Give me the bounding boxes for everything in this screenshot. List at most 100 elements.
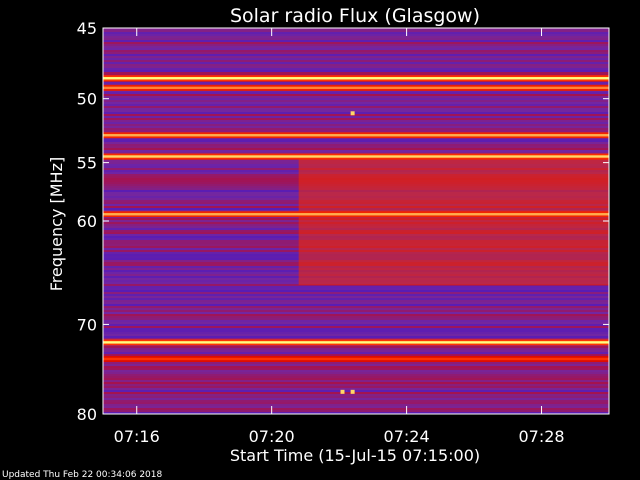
heatmap-row (103, 334, 609, 336)
heatmap-row (103, 304, 609, 306)
plot-area (103, 28, 609, 414)
heatmap-row (103, 32, 609, 34)
heatmap-row (103, 312, 609, 314)
heatmap-row (103, 376, 609, 378)
heatmap-row (103, 402, 609, 404)
heatmap-row (103, 74, 609, 76)
heatmap-row (103, 348, 609, 350)
y-tick-label: 70 (77, 315, 97, 334)
y-tick-label: 55 (77, 154, 97, 173)
heatmap-row (103, 310, 609, 312)
heatmap-row (103, 64, 609, 66)
heatmap-row (103, 332, 609, 334)
heatmap-row (103, 50, 609, 52)
heatmap-row (103, 396, 609, 398)
heatmap-row (103, 106, 609, 108)
heatmap-row (103, 362, 609, 364)
heatmap-row (103, 110, 609, 112)
y-tick-label: 50 (77, 90, 97, 109)
heatmap-row (103, 68, 609, 70)
heatmap-row (103, 372, 609, 374)
y-tick-label: 60 (77, 212, 97, 231)
heatmap-row (103, 322, 609, 324)
burst-point (340, 389, 345, 394)
heatmap-row (103, 352, 609, 354)
elevated-region (298, 156, 609, 285)
heatmap-row (103, 296, 609, 298)
heatmap-row (103, 142, 609, 144)
burst-point (350, 389, 355, 394)
heatmap-row (103, 126, 609, 128)
heatmap-row (103, 40, 609, 42)
heatmap-row (103, 146, 609, 148)
heatmap-row (103, 98, 609, 100)
heatmap-row (103, 58, 609, 60)
heatmap-row (103, 408, 609, 410)
x-tick-label: 07:16 (114, 427, 160, 446)
heatmap-row (103, 370, 609, 372)
heatmap-row (103, 288, 609, 290)
heatmap-row (103, 392, 609, 394)
heatmap-row (103, 286, 609, 288)
frequency-band (103, 77, 609, 80)
heatmap-row (103, 62, 609, 64)
y-axis-label: Frequency [MHz] (47, 157, 66, 291)
heatmap-row (103, 70, 609, 72)
heatmap-row (103, 336, 609, 338)
y-tick-label: 80 (77, 405, 97, 424)
heatmap-row (103, 102, 609, 104)
heatmap-row (103, 90, 609, 92)
heatmap-row (103, 306, 609, 308)
heatmap-row (103, 404, 609, 406)
heatmap-row (103, 284, 609, 286)
heatmap-row (103, 112, 609, 114)
heatmap-row (103, 144, 609, 146)
heatmap-row (103, 294, 609, 296)
x-tick-label: 07:24 (384, 427, 430, 446)
heatmap-row (103, 54, 609, 56)
heatmap-row (103, 60, 609, 62)
frequency-band (103, 357, 609, 361)
burst-point (350, 111, 355, 116)
heatmap-row (103, 388, 609, 390)
heatmap-row (103, 38, 609, 40)
y-tick-label: 45 (77, 19, 97, 38)
chart-title: Solar radio Flux (Glasgow) (230, 5, 480, 27)
heatmap-row (103, 390, 609, 392)
heatmap-row (103, 346, 609, 348)
heatmap-row (103, 150, 609, 152)
heatmap-row (103, 140, 609, 142)
heatmap-row (103, 364, 609, 366)
heatmap-row (103, 82, 609, 84)
heatmap-row (103, 104, 609, 106)
frequency-band (103, 213, 609, 216)
heatmap-row (103, 366, 609, 368)
heatmap-row (103, 350, 609, 352)
heatmap-row (103, 302, 609, 304)
heatmap-row (103, 94, 609, 96)
heatmap-row (103, 148, 609, 150)
footer-updated: Updated Thu Feb 22 00:34:06 2018 (2, 470, 163, 480)
frequency-band (103, 155, 609, 158)
heatmap-row (103, 138, 609, 140)
heatmap-row (103, 378, 609, 380)
heatmap-row (103, 118, 609, 120)
heatmap-row (103, 384, 609, 386)
heatmap-row (103, 326, 609, 328)
heatmap-row (103, 324, 609, 326)
x-axis: 07:16 07:20 07:24 07:28 (114, 28, 565, 446)
heatmap-row (103, 52, 609, 54)
heatmap-row (103, 56, 609, 58)
heatmap-row (103, 66, 609, 68)
heatmap-row (103, 108, 609, 110)
heatmap-row (103, 398, 609, 400)
heatmap-row (103, 400, 609, 402)
heatmap-row (103, 300, 609, 302)
frequency-band (103, 341, 609, 344)
heatmap-row (103, 330, 609, 332)
frequency-band (103, 86, 609, 90)
heatmap-row (103, 374, 609, 376)
heatmap-row (103, 380, 609, 382)
heatmap-row (103, 368, 609, 370)
